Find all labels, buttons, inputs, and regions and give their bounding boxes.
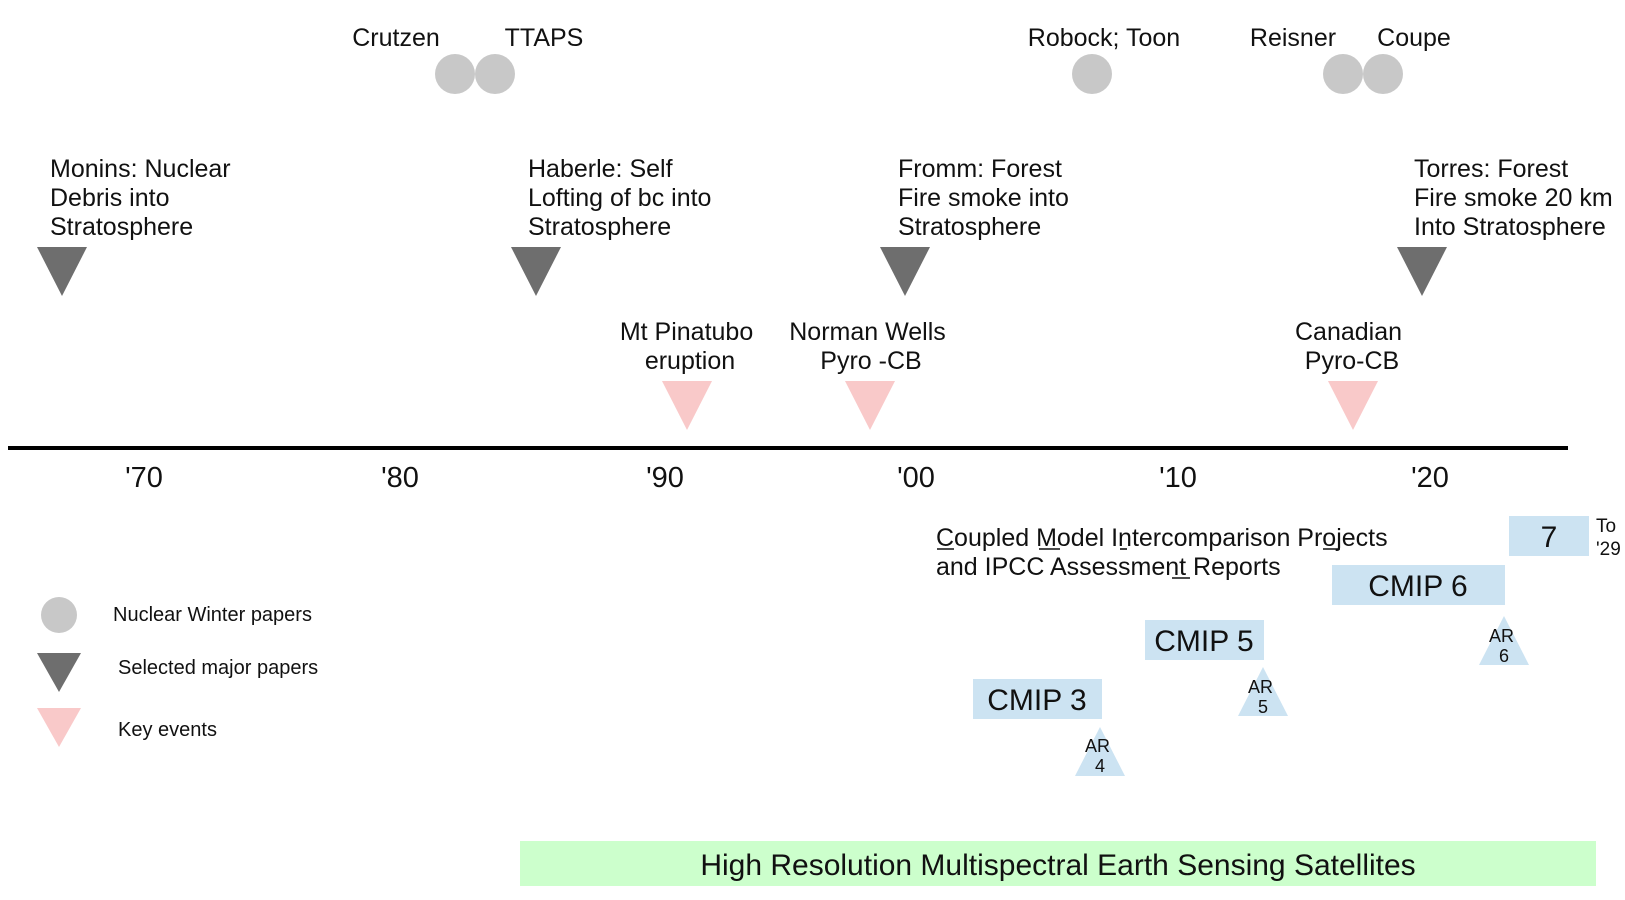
cmip6-label: CMIP 6 (1368, 570, 1467, 603)
axis-tick-00: '00 (897, 462, 935, 494)
cmip-title-line-1-text: Coupled Model Intercomparison Projects (936, 524, 1388, 552)
axis-tick-80: '80 (381, 462, 419, 494)
nuclear-winter-circle-coupe (1363, 54, 1403, 94)
key-event-triangle-pinatubo (662, 381, 712, 430)
axis-tick-70: '70 (125, 462, 163, 494)
ar4-triangle (1075, 727, 1125, 776)
ar4-label-line-1: AR (1085, 736, 1110, 756)
axis-tick-10: '10 (1159, 462, 1197, 494)
cmip5-bar (1145, 620, 1264, 660)
selected-paper-label-torres-line-1: Torres: Forest (1414, 155, 1568, 183)
nuclear-winter-circle-crutzen (435, 54, 475, 94)
key-event-label-canadian-line-1: Canadian (1295, 318, 1402, 346)
legend-label-nuclear-winter: Nuclear Winter papers (113, 604, 312, 626)
key-event-label-pinatubo-line-1: Mt Pinatubo (620, 318, 753, 346)
selected-major-papers: Monins: Nuclear Debris into Stratosphere… (37, 155, 1620, 296)
cmip3-bar (973, 679, 1102, 719)
ar5-label: AR 5 (1248, 677, 1278, 717)
timeline-axis: '70 '80 '90 '00 '10 '20 (8, 446, 1568, 494)
nuclear-winter-label-reisner: Reisner (1250, 24, 1336, 52)
selected-paper-label-fromm: Fromm: Forest Fire smoke into Stratosphe… (898, 155, 1076, 241)
cmip6-bar (1332, 565, 1505, 605)
satellites-bar (520, 841, 1596, 886)
legend: Nuclear Winter papers Selected major pap… (37, 597, 318, 747)
selected-paper-label-torres-line-3: Into Stratosphere (1414, 213, 1606, 241)
satellites-label: High Resolution Multispectral Earth Sens… (700, 849, 1415, 882)
cmip7-label: 7 (1541, 521, 1558, 554)
ar4-label: AR 4 (1085, 736, 1115, 776)
ar6-label-line-1: AR (1489, 626, 1514, 646)
cmip7-note: To '29 (1596, 516, 1621, 560)
selected-paper-label-haberle-line-2: Lofting of bc into (528, 184, 711, 212)
selected-paper-label-fromm-line-2: Fire smoke into (898, 184, 1069, 212)
cmip7-bar (1509, 516, 1589, 556)
axis-tick-90: '90 (646, 462, 684, 494)
nuclear-winter-papers: Crutzen TTAPS Robock; Toon Reisner Coupe (352, 24, 1451, 94)
selected-paper-label-fromm-line-1: Fromm: Forest (898, 155, 1062, 183)
ar4-label-line-2: 4 (1095, 756, 1105, 776)
cmip7-note-line-2: '29 (1596, 539, 1621, 560)
satellites-bar-group: High Resolution Multispectral Earth Sens… (520, 841, 1596, 886)
selected-paper-triangle-fromm (880, 247, 930, 296)
key-event-label-canadian: Canadian Pyro-CB (1295, 318, 1409, 375)
nuclear-winter-label-ttaps: TTAPS (505, 24, 584, 52)
selected-paper-label-haberle-line-3: Stratosphere (528, 213, 671, 241)
selected-paper-triangle-torres (1397, 247, 1447, 296)
key-event-label-pinatubo-line-2: eruption (645, 347, 735, 375)
selected-paper-triangle-haberle (511, 247, 561, 296)
nuclear-winter-circle-robock-toon (1072, 54, 1112, 94)
selected-paper-label-torres-line-2: Fire smoke 20 km (1414, 184, 1613, 212)
ar5-label-line-1: AR (1248, 677, 1273, 697)
cmip7-note-line-1: To (1596, 516, 1616, 537)
selected-paper-label-torres: Torres: Forest Fire smoke 20 km Into Str… (1414, 155, 1620, 241)
axis-tick-20: '20 (1411, 462, 1449, 494)
ar6-label-line-2: 6 (1499, 646, 1509, 666)
nuclear-winter-circle-ttaps (475, 54, 515, 94)
selected-paper-label-monins-line-3: Stratosphere (50, 213, 193, 241)
ar6-label: AR 6 (1489, 626, 1519, 666)
selected-paper-label-monins-line-2: Debris into (50, 184, 170, 212)
selected-paper-label-fromm-line-3: Stratosphere (898, 213, 1041, 241)
cmip3-label: CMIP 3 (987, 684, 1086, 717)
cmip5-label: CMIP 5 (1154, 625, 1253, 658)
nuclear-winter-label-crutzen: Crutzen (352, 24, 440, 52)
selected-paper-label-monins-line-1: Monins: Nuclear (50, 155, 231, 183)
nuclear-winter-label-coupe: Coupe (1377, 24, 1451, 52)
selected-paper-label-haberle: Haberle: Self Lofting of bc into Stratos… (528, 155, 718, 241)
nuclear-winter-circle-reisner (1323, 54, 1363, 94)
key-event-label-canadian-line-2: Pyro-CB (1305, 347, 1399, 375)
legend-dark-triangle-icon (37, 653, 81, 692)
key-event-label-pinatubo: Mt Pinatubo eruption (620, 318, 760, 375)
key-event-triangle-canadian (1328, 381, 1378, 430)
legend-label-selected-papers: Selected major papers (118, 657, 318, 679)
ar5-triangle (1238, 667, 1288, 716)
cmip-section: Coupled Model Intercomparison Projects a… (936, 516, 1621, 776)
selected-paper-label-monins: Monins: Nuclear Debris into Stratosphere (50, 155, 238, 241)
cmip-title-line-1: Coupled Model Intercomparison Projects (936, 524, 1388, 552)
key-event-triangle-norman-wells (845, 381, 895, 430)
cmip-title-line-2: and IPCC Assessment Reports (936, 553, 1281, 581)
ar5-label-line-2: 5 (1258, 697, 1268, 717)
legend-label-key-events: Key events (118, 719, 217, 741)
ar6-triangle (1479, 616, 1529, 665)
legend-gray-circle-icon (41, 597, 77, 633)
key-event-label-norman-wells-line-2: Pyro -CB (820, 347, 921, 375)
key-event-label-norman-wells: Norman Wells Pyro -CB (789, 318, 952, 375)
key-event-label-norman-wells-line-1: Norman Wells (789, 318, 946, 346)
key-events: Mt Pinatubo eruption Norman Wells Pyro -… (620, 318, 1409, 430)
legend-pink-triangle-icon (37, 708, 81, 747)
selected-paper-triangle-monins (37, 247, 87, 296)
selected-paper-label-haberle-line-1: Haberle: Self (528, 155, 673, 183)
nuclear-winter-label-robock-toon: Robock; Toon (1028, 24, 1180, 52)
